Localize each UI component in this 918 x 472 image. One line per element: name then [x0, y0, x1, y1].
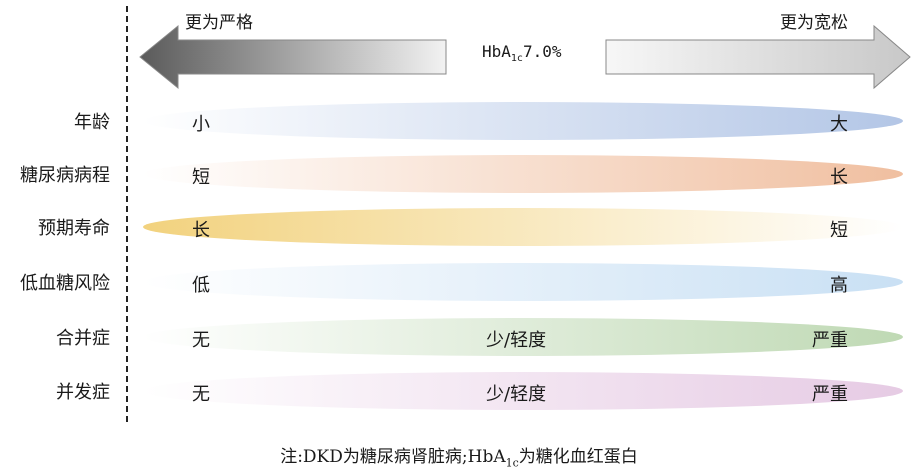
band-left-text: 低 [192, 275, 210, 296]
footnote-suffix: 为糖化血红蛋白 [518, 447, 638, 467]
looser-label: 更为宽松 [780, 13, 848, 33]
band-right-text: 严重 [812, 384, 848, 405]
gradient-band [143, 263, 903, 301]
row-label: 低血糖风险 [20, 273, 110, 294]
row-label: 并发症 [56, 382, 110, 403]
stricter-label: 更为严格 [185, 13, 253, 33]
row-label: 合并症 [56, 328, 110, 349]
gradient-band [143, 318, 903, 356]
band-right-text: 严重 [812, 330, 848, 351]
band-left-text: 无 [192, 330, 210, 351]
footnote: 注:DKD为糖尿病肾脏病;HbA1c为糖化血红蛋白 [0, 442, 918, 469]
right-arrow-icon [605, 24, 911, 90]
band-right-text: 短 [830, 220, 848, 241]
left-arrow-icon [139, 24, 447, 90]
band-middle-text: 少/轻度 [486, 384, 547, 405]
band-right-text: 长 [830, 167, 848, 188]
divider-line [126, 6, 128, 422]
hba1c-target: HbA1c7.0% [482, 42, 561, 64]
band-middle-text: 少/轻度 [486, 330, 547, 351]
band-left-text: 无 [192, 384, 210, 405]
hba1c-label: HbA [482, 42, 511, 61]
row-label: 预期寿命 [38, 218, 110, 239]
footnote-prefix: 注:DKD为糖尿病肾脏病;HbA [280, 447, 506, 467]
gradient-band [143, 372, 903, 410]
row-label: 糖尿病病程 [20, 165, 110, 186]
band-left-text: 小 [192, 114, 210, 135]
footnote-sub: 1c [505, 456, 519, 470]
hba1c-sub: 1c [510, 53, 523, 65]
band-right-text: 大 [830, 114, 848, 135]
gradient-band [143, 208, 903, 246]
gradient-band [143, 155, 903, 193]
band-left-text: 短 [192, 167, 210, 188]
gradient-band [143, 102, 903, 140]
hba1c-value: 7.0% [522, 42, 562, 61]
band-right-text: 高 [830, 275, 848, 296]
band-left-text: 长 [192, 220, 210, 241]
row-label: 年龄 [74, 112, 110, 133]
